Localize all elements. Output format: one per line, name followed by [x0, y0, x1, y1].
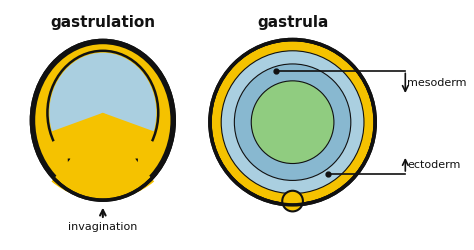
- Circle shape: [69, 143, 103, 177]
- Ellipse shape: [31, 40, 174, 200]
- Wedge shape: [47, 113, 158, 177]
- Wedge shape: [52, 120, 154, 200]
- Text: ectoderm: ectoderm: [407, 160, 461, 170]
- Text: gastrulation: gastrulation: [50, 15, 155, 30]
- Circle shape: [221, 51, 364, 194]
- Text: gastrula: gastrula: [257, 15, 328, 30]
- Circle shape: [103, 143, 137, 177]
- Circle shape: [282, 191, 303, 212]
- Text: invagination: invagination: [68, 222, 137, 232]
- Text: mesoderm: mesoderm: [407, 78, 467, 88]
- Circle shape: [212, 42, 374, 203]
- Circle shape: [210, 40, 375, 205]
- Wedge shape: [42, 113, 164, 178]
- Ellipse shape: [49, 53, 156, 173]
- Circle shape: [234, 64, 351, 180]
- Text: endoderm: endoderm: [261, 116, 325, 129]
- Circle shape: [251, 81, 334, 164]
- Ellipse shape: [35, 44, 171, 196]
- Bar: [86, 153, 120, 177]
